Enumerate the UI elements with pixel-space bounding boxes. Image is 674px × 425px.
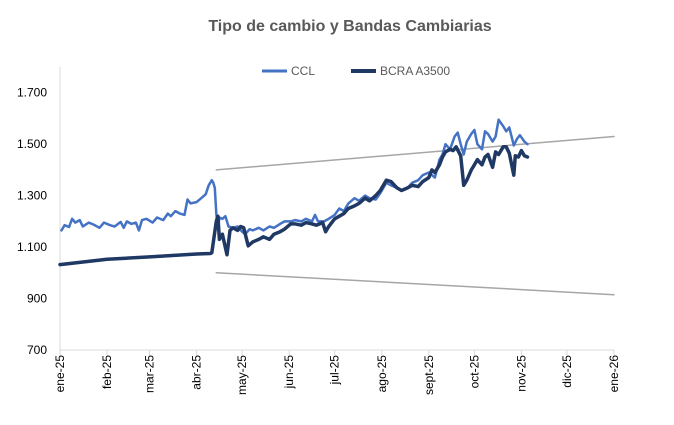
- x-tick-label: sept-25: [422, 355, 436, 395]
- x-tick-label: mar-25: [143, 355, 157, 393]
- legend-label-ccl: CCL: [291, 64, 315, 78]
- y-tick-label: 1.100: [17, 240, 47, 254]
- chart-title: Tipo de cambio y Bandas Cambiarias: [208, 18, 491, 35]
- y-tick-label: 1.300: [17, 189, 47, 203]
- x-tick-label: feb-25: [100, 355, 114, 389]
- series-line-banda-inferior: [215, 272, 615, 296]
- x-tick-label: abr-25: [190, 355, 204, 390]
- y-tick-label: 1.700: [17, 86, 47, 100]
- y-tick-label: 700: [27, 343, 47, 357]
- x-tick-label: jun-25: [282, 355, 296, 390]
- x-tick-label: may-25: [235, 355, 249, 395]
- x-tick-label: ene-25: [53, 355, 67, 393]
- x-tick-label: dic-25: [560, 355, 574, 388]
- legend-label-bcra: BCRA A3500: [380, 64, 450, 78]
- x-tick-label: ago-25: [375, 355, 389, 393]
- axes: 700 900 1.100 1.300 1.500 1.700 ene-25 feb-25 ma…: [17, 67, 621, 395]
- series-line-banda-superior: [215, 135, 615, 171]
- x-tick-label: ene-26: [607, 355, 621, 393]
- series-layer: [58, 118, 615, 296]
- y-tick-label: 1.500: [17, 137, 47, 151]
- y-tick-label: 900: [27, 292, 47, 306]
- series-line-ccl: [60, 118, 529, 236]
- legend: CCL BCRA A3500: [262, 64, 450, 78]
- series-line-bcra-a3500: [58, 145, 530, 267]
- x-tick-label: jul-25: [328, 355, 342, 386]
- x-tick-label: oct-25: [467, 355, 481, 389]
- x-tick-label: nov-25: [514, 355, 528, 392]
